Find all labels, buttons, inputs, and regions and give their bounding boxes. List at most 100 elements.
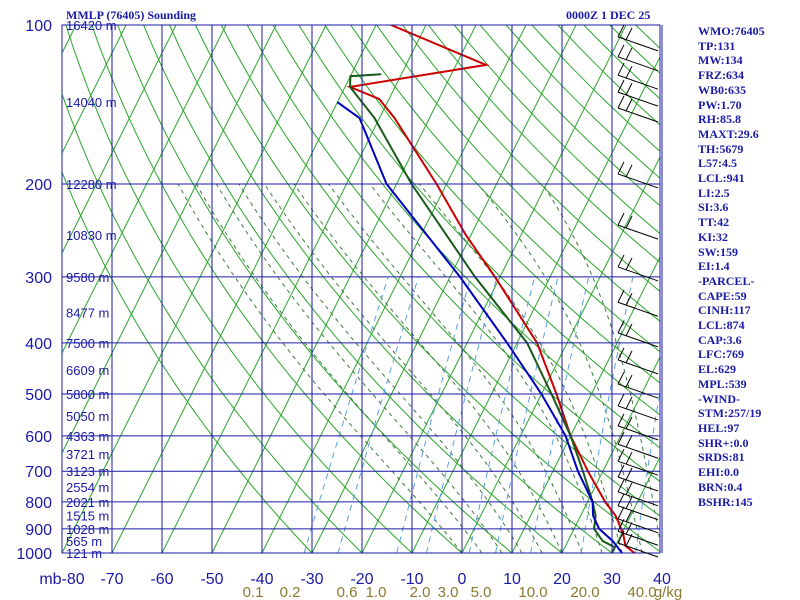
temperature-tick-label: 10 <box>503 571 521 588</box>
height-label: 6609 m <box>66 363 109 378</box>
dry-adiabat-line <box>143 25 563 553</box>
chart-title: MMLP (76405) Sounding <box>66 8 197 22</box>
mixing-ratio-label: g/kg <box>654 584 682 600</box>
wind-barb <box>617 530 659 558</box>
index-item: LCL:874 <box>698 318 745 333</box>
height-label: 7500 m <box>66 336 109 351</box>
index-item: CINH:117 <box>698 303 751 318</box>
wind-barb-flag <box>617 320 625 334</box>
moist-adiabat-line <box>238 183 523 553</box>
moist-adiabat-line <box>215 183 503 553</box>
pressure-tick-label: 900 <box>25 522 52 539</box>
wind-barb-flag <box>625 257 633 271</box>
wind-barb-flag <box>625 533 633 547</box>
index-item: CAP:3.6 <box>698 332 742 347</box>
temperature-tick-label: -60 <box>150 571 173 588</box>
temperature-tick-label: mb-80 <box>39 571 84 588</box>
pressure-tick-label: 100 <box>25 18 52 35</box>
isotherm-line <box>161 25 427 553</box>
mixing-ratio-line <box>396 276 472 553</box>
dry-adiabat-line <box>376 25 660 322</box>
mixing-ratio-line <box>425 276 498 553</box>
mixing-ratio-label: 10.0 <box>518 584 547 600</box>
mixing-ratio-line <box>468 276 536 553</box>
index-item: WB0:635 <box>698 82 746 97</box>
isotherm-line <box>62 25 177 255</box>
isotherm-line <box>211 25 477 553</box>
isotherm-line <box>111 25 377 553</box>
index-item: L57:4.5 <box>698 156 737 171</box>
wind-barb-flag <box>625 451 633 465</box>
isotherm-line <box>411 55 660 553</box>
wind-barb-flag <box>617 290 625 303</box>
temperature-tick-label: -50 <box>200 571 223 588</box>
wind-barb-flag <box>625 496 633 509</box>
wind-barb <box>617 479 659 507</box>
wind-barb <box>617 254 659 282</box>
index-item: BRN:0.4 <box>698 479 743 494</box>
index-item: BSHR:145 <box>698 494 753 509</box>
wind-barb-flag <box>625 374 633 388</box>
wind-barb-staff <box>617 518 659 534</box>
mixing-ratio-label: 0.2 <box>280 584 301 600</box>
wind-barb <box>617 347 659 375</box>
wind-barb <box>617 431 659 459</box>
wind-barb <box>617 212 659 240</box>
moist-adiabat-line <box>541 183 660 545</box>
height-label: 2021 m <box>66 495 109 510</box>
wind-barb <box>617 506 659 534</box>
wind-barb-flag <box>617 347 625 361</box>
index-item: -WIND- <box>698 391 740 406</box>
index-item: MW:134 <box>698 53 743 68</box>
wind-barb-flag <box>625 396 633 410</box>
index-item: CAPE:59 <box>698 288 747 303</box>
height-label: 14040 m <box>66 95 117 110</box>
height-label: 121 m <box>66 546 102 561</box>
height-label: 10830 m <box>66 228 117 243</box>
wind-barb-staff <box>617 36 659 52</box>
isotherm-line <box>361 25 627 553</box>
wind-barb-flag <box>625 522 633 535</box>
dry-adiabat-line <box>246 25 660 483</box>
wind-barb-staff <box>617 383 659 399</box>
mixing-ratio-label: 1.0 <box>366 584 387 600</box>
index-item: SI:3.6 <box>698 200 729 215</box>
isotherm-line <box>62 25 127 155</box>
wind-barb <box>617 290 659 317</box>
isotherm-line <box>261 25 527 553</box>
wind-barb <box>617 95 659 123</box>
dry-adiabat-line <box>117 25 513 553</box>
index-item: TH:5679 <box>698 141 744 156</box>
wind-barb-staff <box>617 173 659 189</box>
index-item: EI:1.4 <box>698 259 730 274</box>
index-item: -PARCEL- <box>698 273 755 288</box>
pressure-tick-label: 500 <box>25 387 52 404</box>
height-label: 5050 m <box>66 409 109 424</box>
mixing-ratio-line <box>580 276 634 553</box>
wind-barb <box>617 413 659 441</box>
wind-barb <box>617 464 659 492</box>
wind-barb-flag <box>617 393 625 407</box>
temperature-tick-label: -10 <box>400 571 423 588</box>
wind-barb-staff <box>617 332 659 348</box>
wind-barb-staff <box>617 443 659 459</box>
mixing-ratio-label: 2.0 <box>410 584 431 600</box>
isotherm-line <box>62 25 327 553</box>
wind-barb-staff <box>617 491 659 507</box>
height-label: 3721 m <box>66 447 109 462</box>
wind-barb-flag <box>617 371 625 385</box>
index-item: PW:1.70 <box>698 97 742 112</box>
mixing-ratio-label: 0.1 <box>243 584 264 600</box>
index-item: WMO:76405 <box>698 24 765 38</box>
height-label: 8477 m <box>66 305 109 320</box>
plot-area <box>62 25 660 553</box>
dry-adiabat-line <box>62 92 363 553</box>
pressure-tick-label: 200 <box>25 177 52 194</box>
temperature-tick-label: -70 <box>100 571 123 588</box>
wind-barb-flag <box>617 24 625 38</box>
wind-barb <box>617 62 659 90</box>
index-item: FRZ:634 <box>698 68 744 83</box>
height-label: 12280 m <box>66 177 117 192</box>
temperature-tick-label: 20 <box>553 571 571 588</box>
